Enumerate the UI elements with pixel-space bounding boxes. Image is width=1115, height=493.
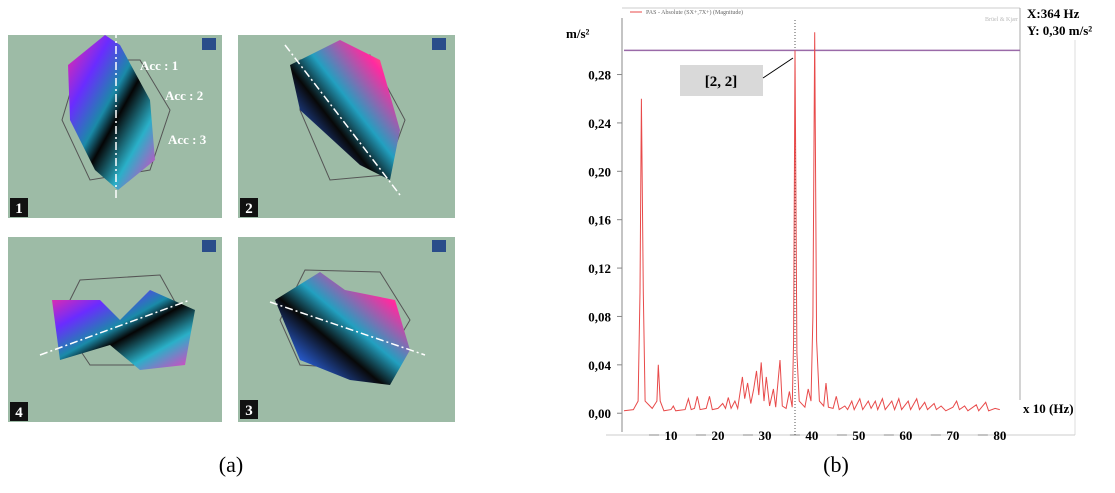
x-tick-label: 20 <box>711 428 724 443</box>
x-tick-label: 30 <box>758 428 771 443</box>
mode-axis <box>39 30 426 356</box>
panel-badge <box>240 198 258 217</box>
panel-label: 1 <box>15 201 23 217</box>
x-tick-label: 70 <box>946 428 959 443</box>
mode-shape <box>68 35 155 190</box>
y-tick-label: 0,00 <box>588 406 611 421</box>
logo <box>432 38 446 50</box>
x-tick-label: 10 <box>664 428 677 443</box>
mode-shape <box>290 40 400 180</box>
panel-label: 2 <box>245 201 253 217</box>
panel-label: 3 <box>245 403 253 419</box>
legend-text: PAS - Absolute (SX+,7X+) (Magnitude) <box>646 9 743 16</box>
logo <box>202 38 216 50</box>
panel-a: 1 2 4 3 Acc : 1 Acc : 2 Acc : 3 (a) <box>8 30 455 477</box>
y-tick-label: 0,08 <box>588 309 611 324</box>
panel-badge <box>10 402 28 421</box>
y-tick-label: 0,28 <box>588 68 611 83</box>
y-tick-label: 0,24 <box>588 116 611 131</box>
y-tick-label: 0,16 <box>588 213 611 228</box>
x-tick-label: 50 <box>852 428 865 443</box>
acc-label: Acc : 1 <box>140 58 178 73</box>
panel-badge <box>240 400 258 419</box>
x-axis-label: x 10 (Hz) <box>1023 401 1074 416</box>
panel-badge <box>10 198 28 217</box>
annotation-arrow <box>762 57 794 79</box>
mode-shape <box>52 290 195 370</box>
acc-label: Acc : 3 <box>168 132 207 147</box>
cursor-x: X:364 Hz <box>1027 6 1080 21</box>
brand: Brüel & Kjær <box>985 17 1018 23</box>
annotation: [2, 2] <box>705 74 738 90</box>
acc-label: Acc : 2 <box>165 88 203 103</box>
panel-label: 4 <box>15 405 23 421</box>
y-tick-label: 0,12 <box>588 261 611 276</box>
caption: (a) <box>219 452 243 477</box>
mode-shape <box>275 272 410 385</box>
x-tick-label: 80 <box>993 428 1006 443</box>
cursor-y: Y: 0,30 m/s² <box>1027 23 1092 38</box>
spectrum-line <box>623 32 1000 412</box>
logo <box>202 240 216 252</box>
x-tick-label: 60 <box>899 428 912 443</box>
logo <box>432 240 446 252</box>
y-axis-label: m/s² <box>566 26 590 41</box>
annotation-box <box>680 65 763 96</box>
x-tick-label: 40 <box>805 428 818 443</box>
y-tick-label: 0,04 <box>588 358 611 373</box>
caption: (b) <box>823 452 849 477</box>
panel-b: (b) PAS - Absolute (SX+,7X+) (Magnitude)… <box>566 6 1092 477</box>
y-tick-label: 0,20 <box>588 164 611 179</box>
